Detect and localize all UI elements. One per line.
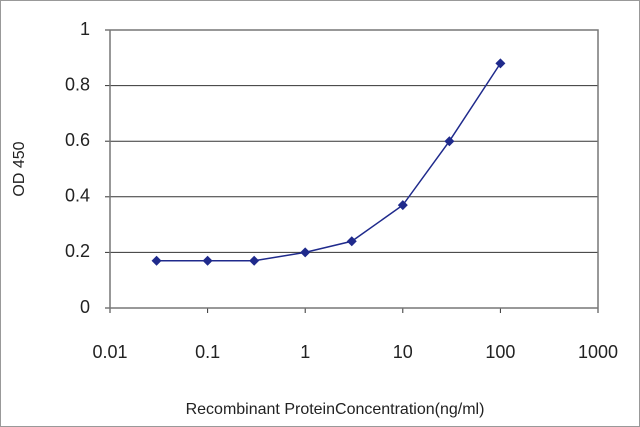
y-tick-label: 0.4 (65, 186, 90, 206)
x-tick-label: 100 (485, 342, 515, 362)
plot-area (109, 29, 599, 309)
data-marker (397, 200, 408, 211)
y-tick-label: 0.2 (65, 241, 90, 261)
x-axis-title: Recombinant ProteinConcentration(ng/ml) (186, 401, 485, 418)
data-marker (249, 255, 260, 266)
x-tick-label: 0.1 (195, 342, 220, 362)
data-marker (495, 58, 506, 69)
y-tick-label: 0 (80, 297, 90, 317)
x-tick-label: 0.01 (92, 342, 127, 362)
x-tick-label: 1000 (578, 342, 618, 362)
data-line (156, 62, 502, 262)
y-tick-label: 1 (80, 19, 90, 39)
data-marker (444, 136, 455, 147)
x-tick-label: 10 (393, 342, 413, 362)
y-tick-label: 0.6 (65, 130, 90, 150)
data-marker (300, 247, 311, 258)
y-tick-label: 0.8 (65, 74, 90, 94)
x-tick-label: 1 (300, 342, 310, 362)
data-marker (151, 255, 162, 266)
y-axis-title: OD 450 (11, 141, 28, 196)
data-marker (346, 236, 357, 247)
data-marker (202, 255, 213, 266)
